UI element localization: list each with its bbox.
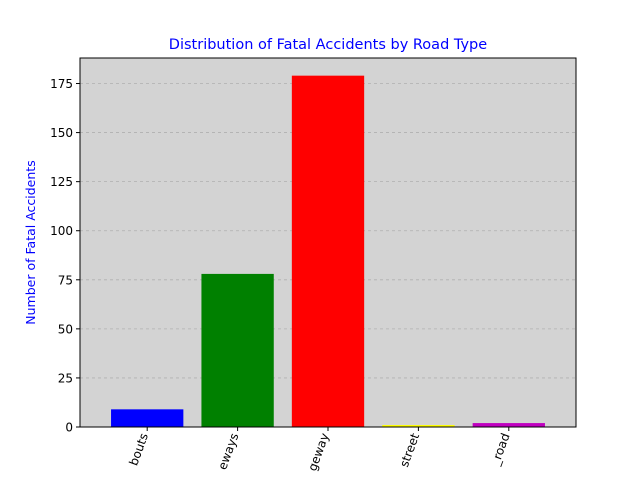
chart-title: Distribution of Fatal Accidents by Road … — [169, 37, 487, 53]
y-tick-label: 150 — [50, 126, 73, 140]
x-tick-label: street — [397, 431, 422, 469]
y-tick-label: 100 — [50, 224, 73, 238]
bars — [111, 75, 545, 428]
x-axis-ticks: bouts eways geway street _road — [126, 427, 513, 473]
x-tick-label: bouts — [126, 431, 151, 467]
bar-dual_carriageways — [201, 273, 274, 427]
y-tick-label: 0 — [65, 421, 73, 435]
bar-roundabouts — [111, 409, 184, 427]
bar-one_way_street — [382, 425, 455, 427]
y-tick-label: 25 — [58, 371, 73, 385]
y-tick-label: 125 — [50, 175, 73, 189]
y-axis-label: Number of Fatal Accidents — [23, 160, 38, 324]
y-tick-label: 75 — [58, 273, 73, 287]
x-tick-label: geway — [305, 431, 332, 473]
y-axis-ticks: 0 25 50 75 100 125 150 175 — [50, 77, 80, 435]
x-tick-label: eways — [215, 431, 241, 471]
bar-single_carriageway — [291, 75, 365, 428]
y-tick-label: 50 — [58, 322, 73, 336]
y-tick-label: 175 — [50, 77, 73, 91]
x-tick-label: _road — [488, 431, 513, 468]
bar-slip_road — [472, 423, 545, 427]
